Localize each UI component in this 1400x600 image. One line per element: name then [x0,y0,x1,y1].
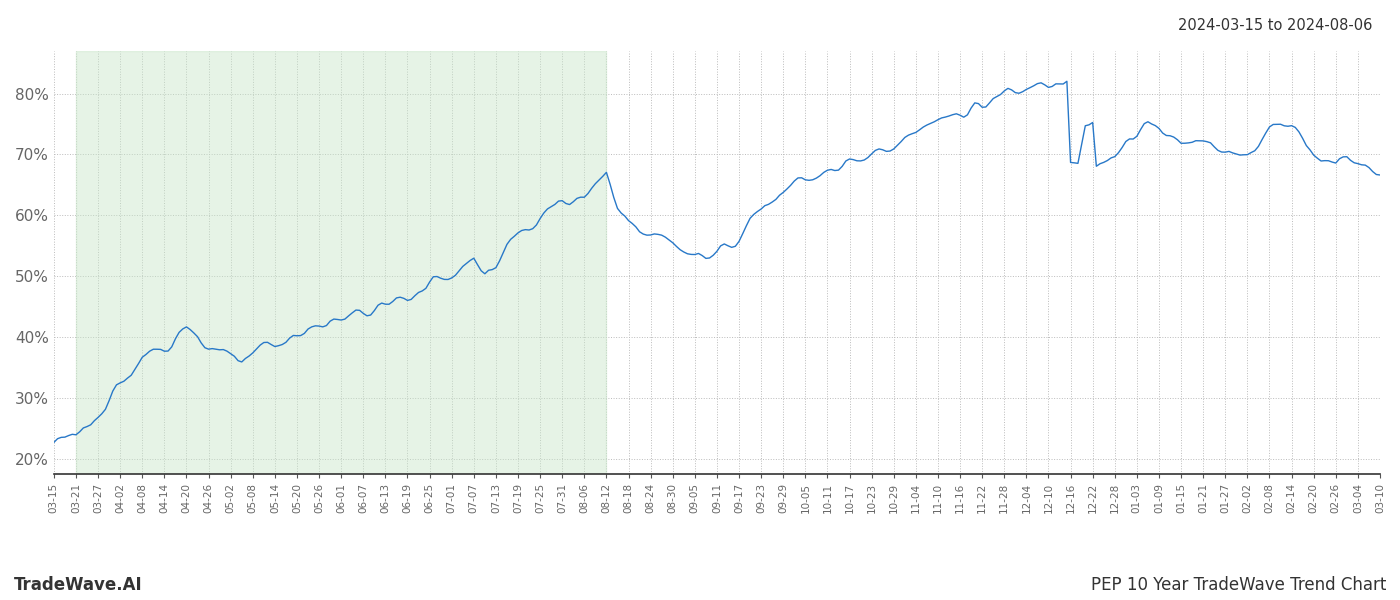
Text: 2024-03-15 to 2024-08-06: 2024-03-15 to 2024-08-06 [1177,18,1372,33]
Text: PEP 10 Year TradeWave Trend Chart: PEP 10 Year TradeWave Trend Chart [1091,576,1386,594]
Bar [76,51,606,474]
Text: TradeWave.AI: TradeWave.AI [14,576,143,594]
